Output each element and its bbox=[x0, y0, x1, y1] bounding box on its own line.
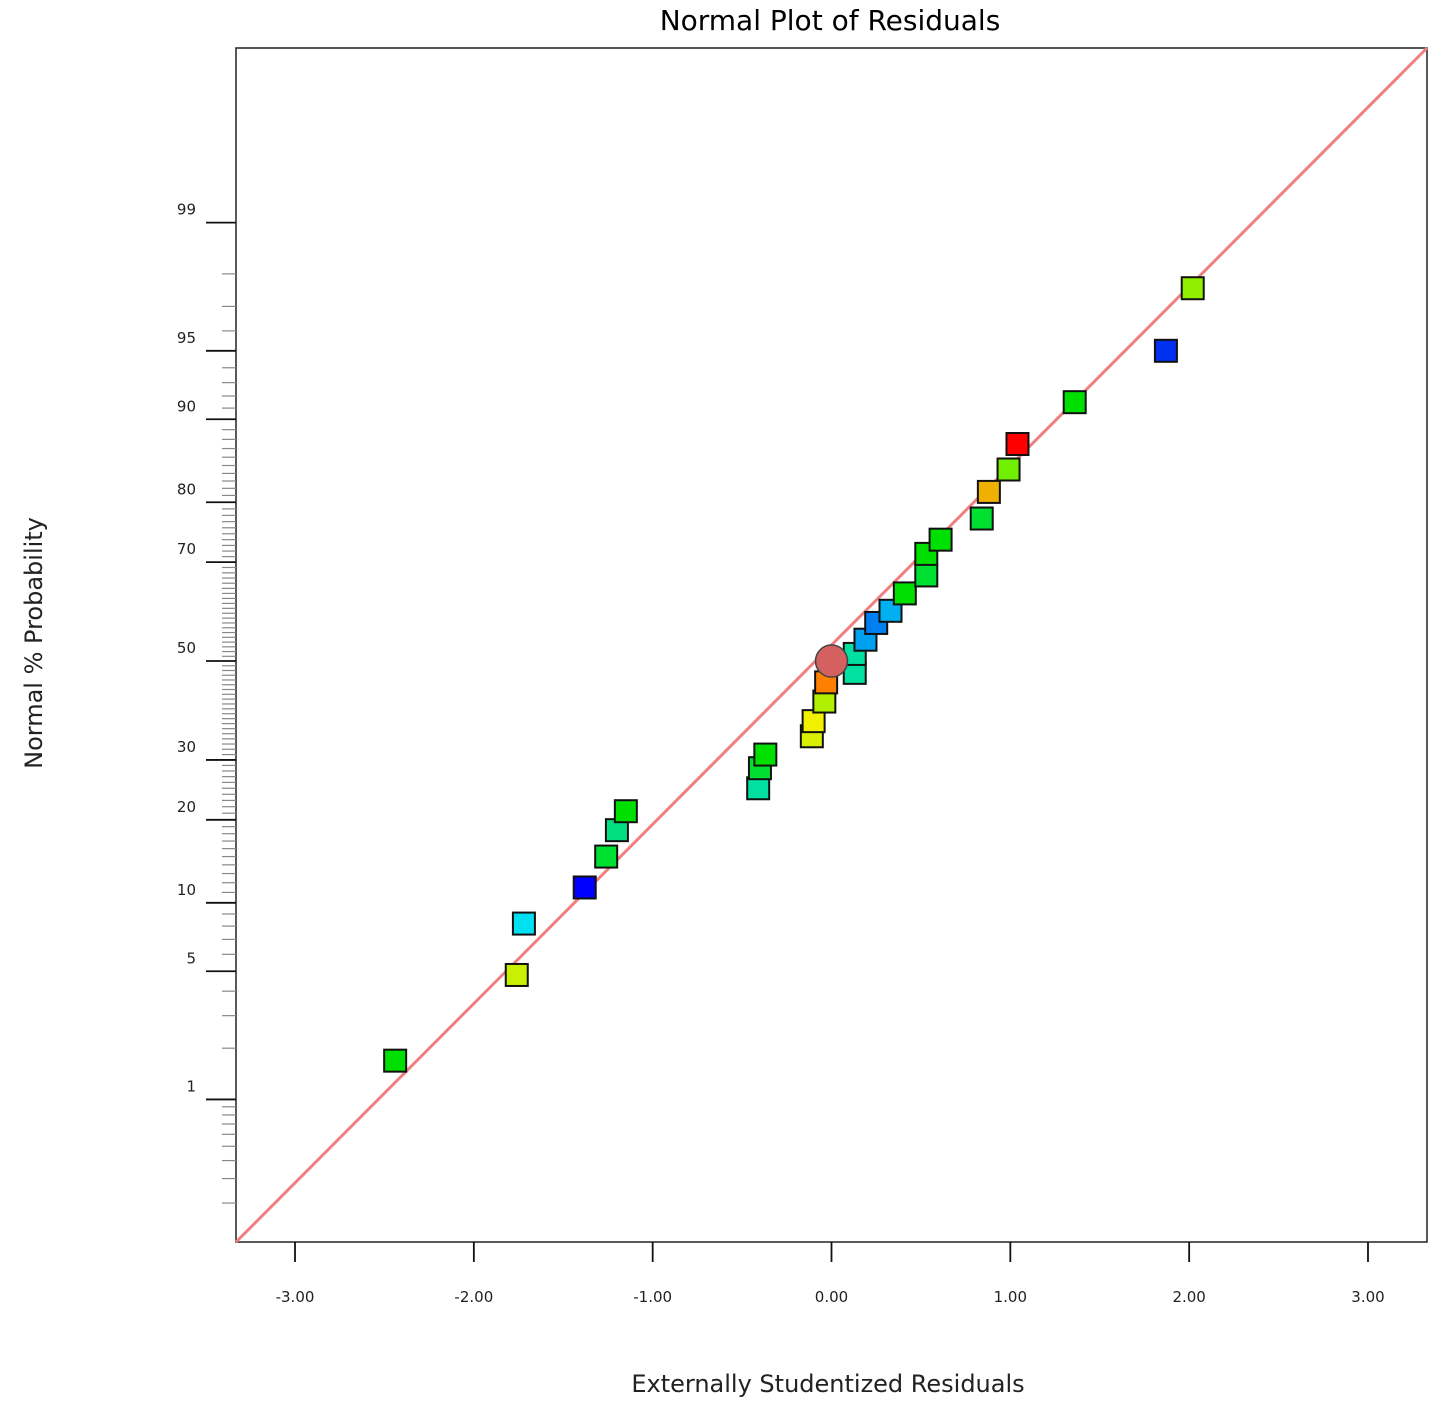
data-point bbox=[996, 457, 1021, 482]
data-point bbox=[976, 479, 1001, 504]
y-axis-label: Normal % Probability bbox=[20, 517, 48, 769]
y-tick-label: 80 bbox=[177, 480, 196, 498]
chart-title: Normal Plot of Residuals bbox=[660, 4, 1001, 37]
data-point bbox=[504, 962, 529, 987]
data-point bbox=[969, 506, 994, 531]
x-tick-label: 0.00 bbox=[815, 1288, 848, 1306]
data-point bbox=[928, 527, 953, 552]
data-point bbox=[613, 799, 638, 824]
x-tick-label: 1.00 bbox=[994, 1288, 1027, 1306]
data-point bbox=[1180, 276, 1205, 301]
data-point bbox=[892, 581, 917, 606]
data-point bbox=[572, 875, 597, 900]
y-minor-ticks bbox=[222, 273, 236, 1204]
data-point bbox=[1153, 338, 1178, 363]
y-tick-label: 70 bbox=[177, 540, 196, 558]
x-ticks: -3.00 -2.00 -1.00 0.00 1.00 2.00 3.00 bbox=[276, 1242, 1385, 1306]
y-tick-label: 95 bbox=[177, 329, 196, 347]
data-point bbox=[746, 776, 771, 801]
y-tick-label: 1 bbox=[186, 1077, 196, 1095]
data-point bbox=[914, 563, 939, 588]
y-tick-label: 10 bbox=[177, 881, 196, 899]
y-tick-label: 30 bbox=[177, 738, 196, 756]
y-major-ticks: 1 5 10 20 30 50 70 80 90 95 99 bbox=[177, 201, 236, 1101]
y-tick-label: 90 bbox=[177, 397, 196, 415]
data-point bbox=[594, 844, 619, 869]
x-tick-label: 2.00 bbox=[1172, 1288, 1205, 1306]
x-tick-label: -2.00 bbox=[454, 1288, 493, 1306]
x-tick-label: -1.00 bbox=[633, 1288, 672, 1306]
data-point bbox=[511, 911, 536, 936]
x-tick-label: 3.00 bbox=[1351, 1288, 1384, 1306]
y-tick-label: 50 bbox=[177, 639, 196, 657]
data-point bbox=[753, 742, 778, 767]
x-tick-label: -3.00 bbox=[276, 1288, 315, 1306]
y-tick-label: 5 bbox=[186, 949, 196, 967]
y-tick-label: 99 bbox=[177, 201, 196, 219]
x-axis-label: Externally Studentized Residuals bbox=[631, 1370, 1024, 1398]
data-point bbox=[1005, 432, 1030, 457]
data-point bbox=[383, 1048, 408, 1073]
data-points bbox=[383, 276, 1205, 1073]
data-point-circle bbox=[814, 644, 849, 678]
data-point bbox=[1062, 390, 1087, 415]
y-tick-label: 20 bbox=[177, 798, 196, 816]
